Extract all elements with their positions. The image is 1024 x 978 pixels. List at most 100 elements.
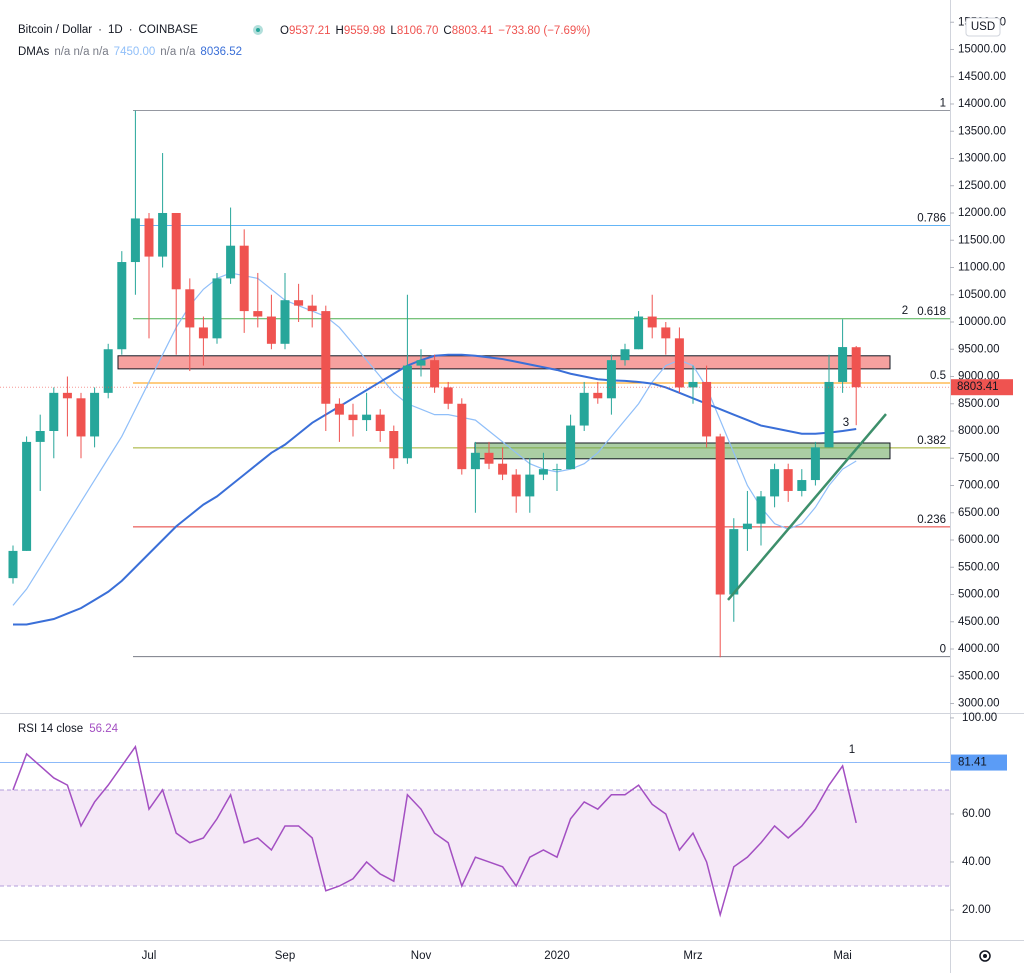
- candle-body: [158, 212, 168, 257]
- y-tick-label: 7500.00: [958, 452, 1000, 464]
- y-tick-label: 5500.00: [958, 561, 1000, 573]
- candle-body: [362, 414, 372, 421]
- candle-body: [579, 392, 589, 426]
- candle-body: [307, 305, 317, 312]
- gear-center[interactable]: [983, 954, 987, 958]
- dma-part: n/a n/a n/a: [54, 46, 109, 58]
- candle-body: [634, 316, 644, 350]
- currency-box: [965, 17, 1001, 37]
- annotation: 2: [902, 305, 908, 317]
- candle-body: [525, 474, 535, 497]
- candle-body: [144, 218, 154, 257]
- fib-label: 0.786: [917, 213, 946, 225]
- zone: [117, 355, 891, 370]
- dma-part: n/a n/a: [160, 46, 196, 58]
- y-tick-label: 11500.00: [958, 234, 1005, 246]
- candle-body: [593, 392, 603, 399]
- candle-body: [389, 431, 399, 459]
- y-tick-label: 12000.00: [958, 207, 1006, 219]
- candle-body: [22, 441, 32, 551]
- y-tick-label: 15000.00: [958, 44, 1006, 56]
- last-price-label: 8803.41: [957, 381, 999, 393]
- fib-label: 0.382: [917, 435, 946, 447]
- candle-body: [49, 392, 59, 432]
- dma-legend: DMAs n/a n/a n/a 7450.00 n/a n/a 8036.52: [18, 46, 242, 58]
- fib-label: 1: [940, 98, 946, 110]
- candle-body: [253, 311, 263, 317]
- candle-body: [470, 452, 480, 470]
- ohlc-letter: H: [336, 25, 344, 37]
- trendline: [727, 413, 887, 601]
- rsi-line: [12, 744, 857, 918]
- candle-body: [402, 365, 412, 459]
- candle-body: [538, 469, 548, 475]
- y-tick-label: 100.00: [962, 712, 997, 724]
- candle-body: [756, 496, 766, 524]
- candle-body: [198, 327, 208, 339]
- separator: ·: [98, 24, 102, 36]
- candle-body: [130, 218, 140, 263]
- fib-label: 0: [940, 644, 946, 656]
- y-tick-label: 4500.00: [958, 616, 1000, 628]
- annotation: 1: [849, 744, 855, 756]
- annotation: 3: [843, 417, 849, 429]
- dma-part: DMAs: [18, 46, 50, 58]
- candle-body: [742, 523, 752, 530]
- candle-body: [226, 245, 236, 279]
- y-tick-label: 10000.00: [958, 316, 1006, 328]
- y-tick-label: 11000.00: [958, 262, 1005, 274]
- ohlc-value: 9537.21: [289, 25, 331, 37]
- y-tick-label: 3000.00: [958, 698, 1000, 710]
- candle-body: [838, 347, 848, 382]
- x-tick-label: 2020: [544, 950, 570, 962]
- gear[interactable]: [979, 950, 991, 962]
- change: −733.80 (−7.69%): [498, 25, 590, 37]
- candle-body: [824, 381, 834, 448]
- rsi-band: [0, 789, 950, 886]
- y-tick-label: 13500.00: [958, 125, 1006, 137]
- candle-body: [688, 381, 698, 388]
- y-tick-label: 9500.00: [958, 343, 1000, 355]
- exchange: COINBASE: [139, 24, 199, 36]
- candle-body: [620, 349, 630, 361]
- x-tick-label: Nov: [411, 950, 432, 962]
- candle-body: [552, 469, 562, 471]
- candle-body: [661, 327, 671, 339]
- candle-body: [35, 431, 45, 442]
- dma-part: 7450.00: [114, 46, 156, 58]
- candle-body: [443, 387, 453, 404]
- currency: USD: [971, 21, 995, 33]
- y-tick-label: 13000.00: [958, 153, 1006, 165]
- candle-body: [606, 360, 616, 399]
- candle-body: [715, 436, 725, 595]
- candle-body: [566, 425, 576, 470]
- y-tick-label: 8500.00: [958, 398, 1000, 410]
- y-tick-label: 20.00: [962, 904, 991, 916]
- x-tick-label: Jul: [142, 950, 157, 962]
- candle-body: [239, 245, 249, 312]
- y-tick-label: 10500.00: [958, 289, 1006, 301]
- candle-body: [348, 414, 358, 421]
- y-tick-label: 3500.00: [958, 670, 1000, 682]
- candle-body: [375, 414, 385, 432]
- rsi-value: 56.24: [89, 723, 118, 735]
- candle-body: [702, 381, 712, 437]
- moving-average: [12, 272, 857, 606]
- candle-body: [484, 452, 494, 464]
- settings-icon[interactable]: [979, 950, 991, 962]
- candle-body: [851, 347, 861, 388]
- plot: 3000.00 3500.00 4000.00 4500.00 5000.00 5500.…: [0, 16, 1006, 962]
- candle-body: [498, 463, 508, 475]
- candle-body: [729, 529, 739, 595]
- candle-body: [674, 338, 684, 388]
- ohlc-value: 9559.98: [344, 25, 386, 37]
- x-tick-label: Mai: [833, 950, 852, 962]
- y-tick-label: 60.00: [962, 808, 991, 820]
- fib-label: 0.5: [930, 370, 946, 382]
- y-tick-label: 12500.00: [958, 180, 1006, 192]
- candle-body: [797, 480, 807, 491]
- x-tick-label: Mrz: [683, 950, 702, 962]
- candle-body: [62, 392, 72, 399]
- candle-body: [321, 311, 331, 404]
